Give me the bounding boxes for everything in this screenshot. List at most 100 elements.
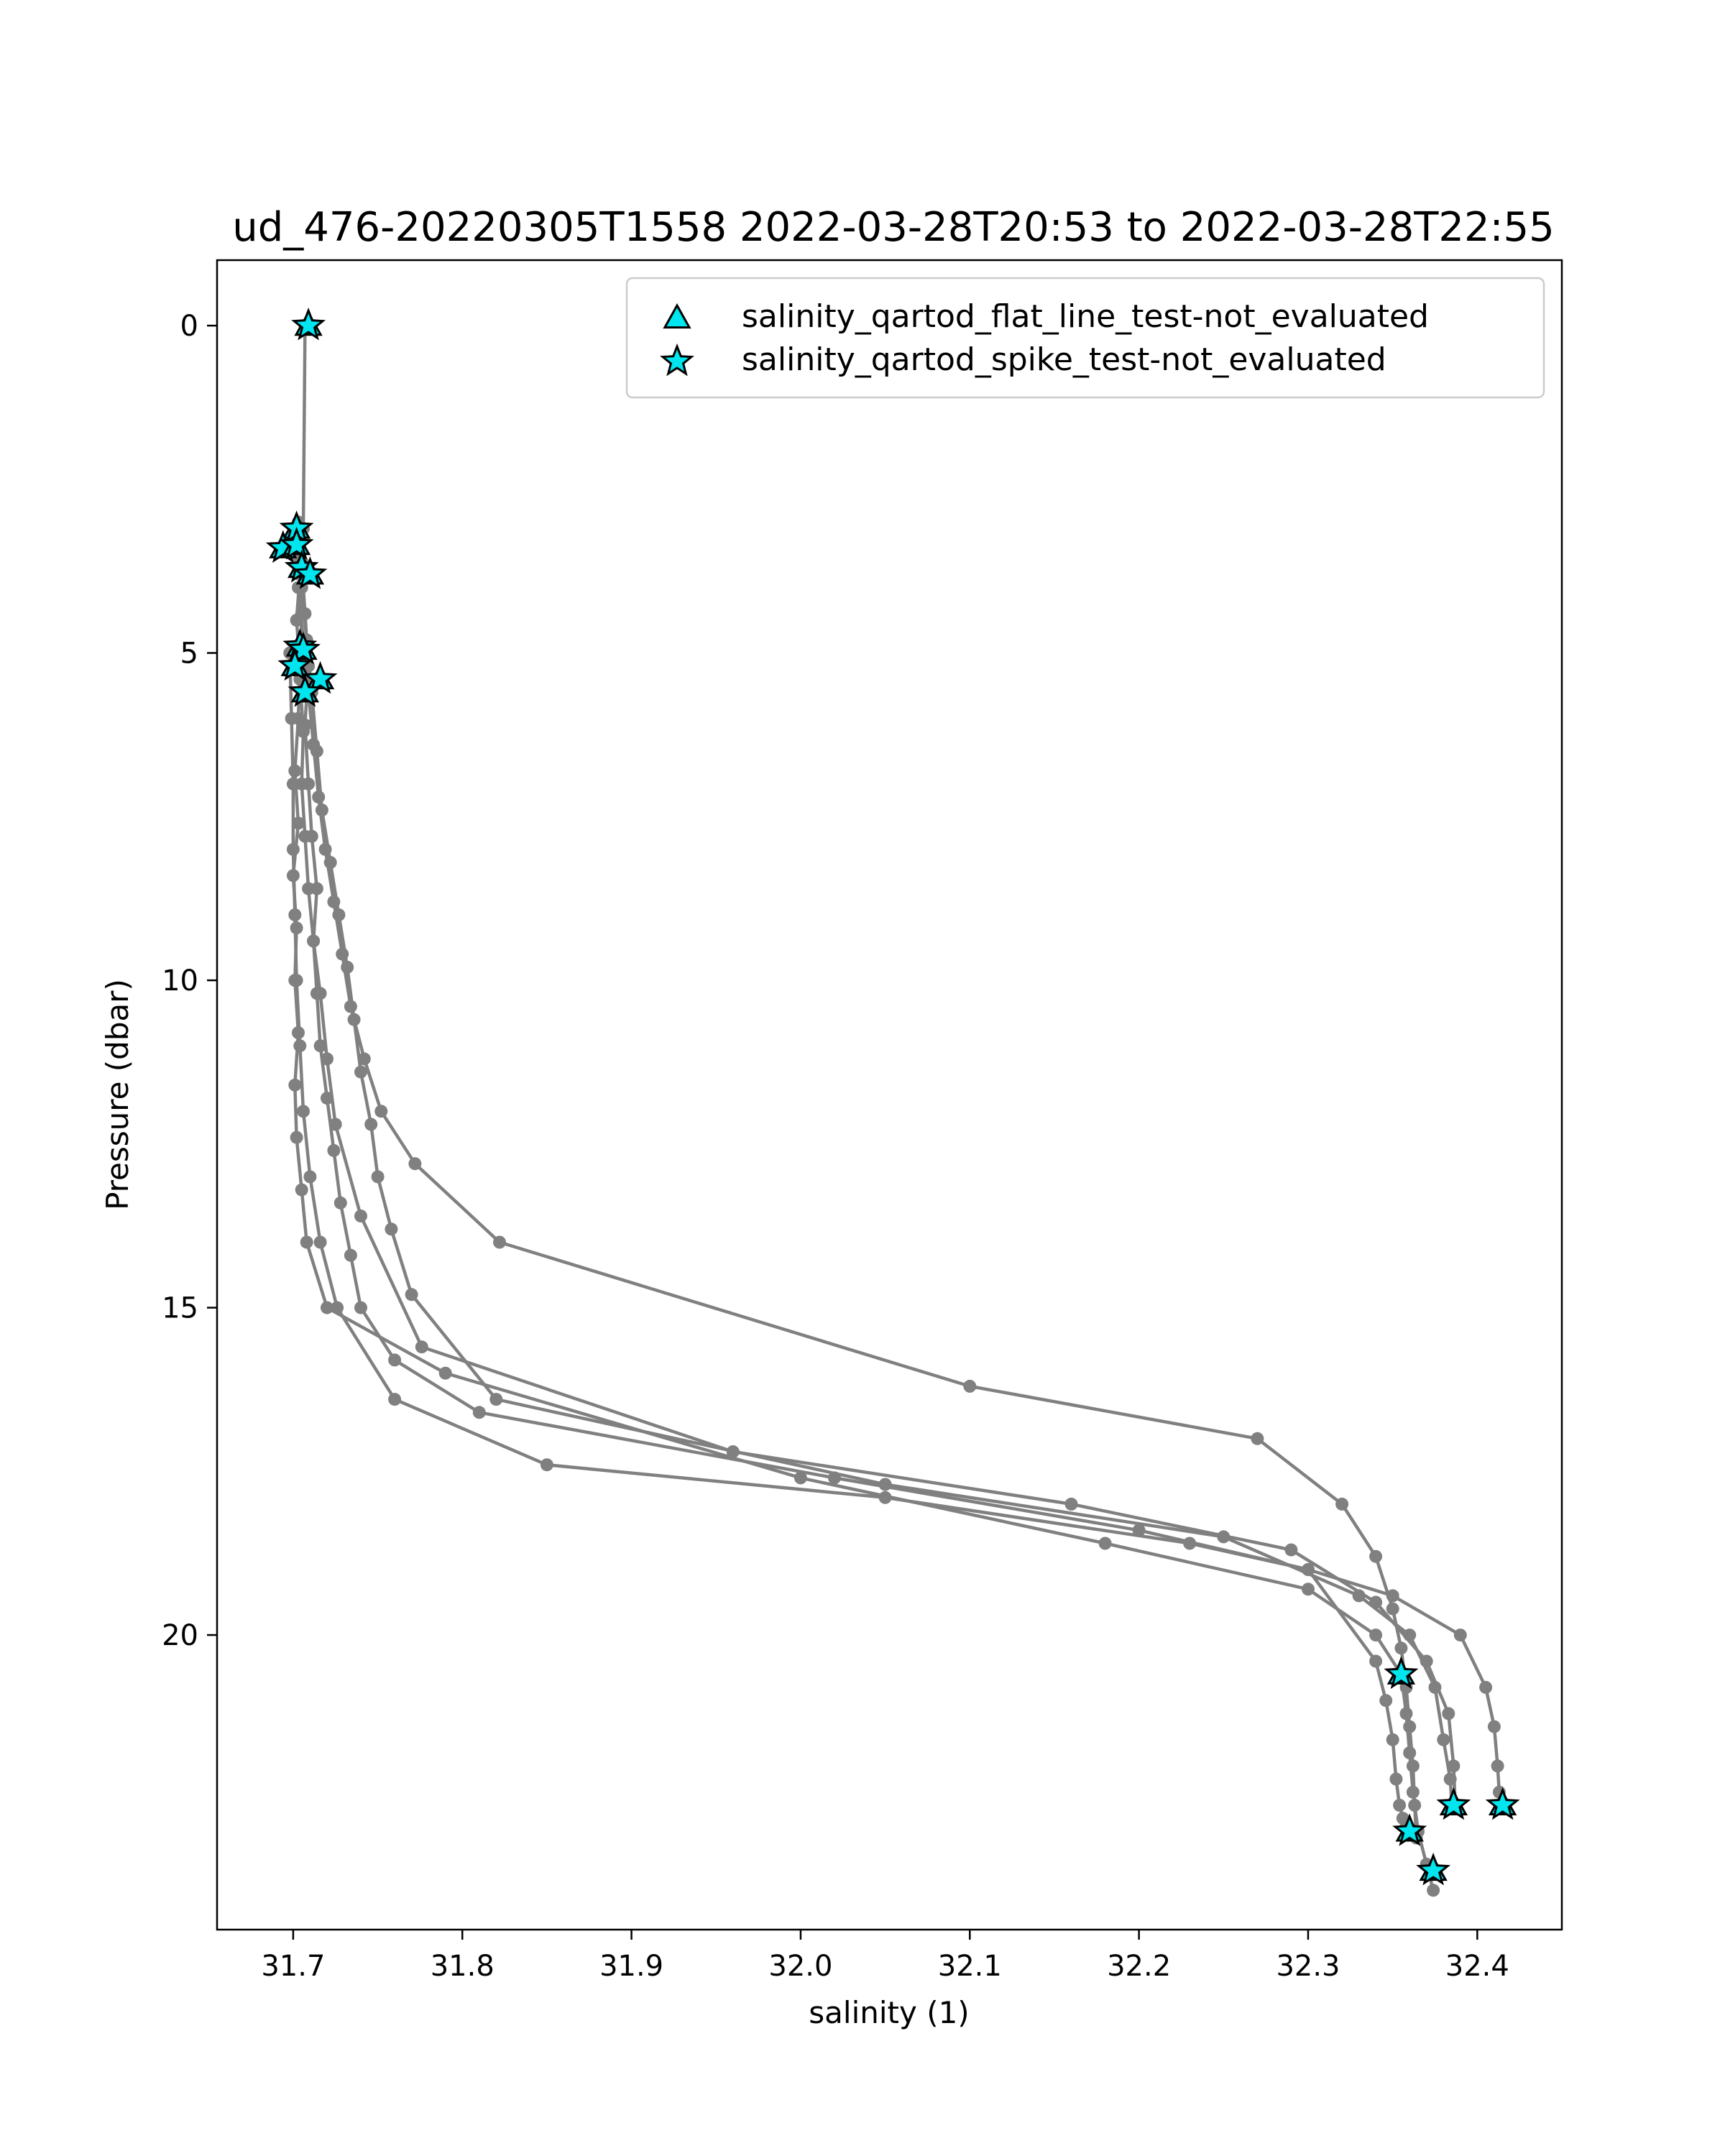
profile-point — [1335, 1497, 1349, 1511]
profile-point — [354, 1065, 367, 1079]
profile-point — [288, 908, 302, 921]
profile-point — [331, 1301, 344, 1314]
profile-point — [290, 1130, 303, 1144]
plot-area — [265, 307, 1520, 1897]
profile-point — [1132, 1524, 1146, 1537]
profile-point — [1386, 1733, 1399, 1746]
profile-point — [313, 1039, 327, 1053]
spike-flag-marker — [291, 307, 326, 341]
profile-point — [1098, 1537, 1112, 1550]
profile-point — [472, 1406, 486, 1419]
profile-point — [286, 777, 300, 791]
profile-point — [285, 711, 298, 725]
profile-point — [385, 1222, 398, 1236]
profile-point — [1491, 1759, 1504, 1773]
profile-point — [354, 1210, 367, 1222]
profile-point — [290, 974, 303, 987]
y-axis-label: Pressure (dbar) — [100, 979, 135, 1210]
profile-point — [1393, 1798, 1407, 1812]
profile-point — [1284, 1543, 1298, 1557]
profile-point — [408, 1157, 422, 1171]
x-tick-label: 32.2 — [1107, 1950, 1171, 1983]
profile-point — [1408, 1798, 1422, 1812]
profile-point — [336, 947, 349, 961]
legend: salinity_qartod_flat_line_test-not_evalu… — [625, 277, 1545, 399]
profile-point — [321, 1301, 334, 1314]
profile-point — [388, 1353, 402, 1367]
legend-label-flat-line-test: salinity_qartod_flat_line_test-not_evalu… — [742, 298, 1429, 335]
profile-point — [310, 882, 323, 895]
profile-point — [540, 1458, 553, 1472]
profile-point — [334, 1196, 347, 1210]
profile-point — [1427, 1884, 1440, 1897]
profile-point — [302, 777, 316, 791]
profile-point — [327, 1143, 341, 1157]
profile-point — [298, 607, 312, 620]
profile-point — [1406, 1759, 1420, 1773]
profile-point — [364, 1118, 378, 1131]
profile-point — [293, 1039, 307, 1053]
profile-point — [1369, 1549, 1383, 1563]
x-tick-label: 32.3 — [1276, 1950, 1340, 1983]
y-tick-label: 5 — [180, 637, 198, 671]
profile-point — [286, 842, 300, 856]
x-tick-label: 31.9 — [599, 1950, 663, 1983]
profile-point — [297, 1105, 310, 1118]
profile-point — [1453, 1628, 1467, 1642]
profile-point — [1403, 1720, 1417, 1733]
y-tick-label: 20 — [162, 1619, 198, 1652]
profile-point — [1399, 1707, 1413, 1720]
x-tick-label: 31.7 — [261, 1950, 325, 1983]
profile-point — [1379, 1694, 1393, 1708]
profile-point — [878, 1478, 892, 1491]
profile-point — [1447, 1759, 1460, 1773]
profile-point — [415, 1340, 428, 1354]
profile-point — [1389, 1772, 1403, 1786]
profile-point — [1487, 1720, 1501, 1733]
profile-point — [303, 1170, 317, 1184]
spike-flag-marker — [279, 527, 314, 560]
profile-point — [344, 1248, 357, 1262]
spike-flag-marker — [293, 556, 328, 589]
profile-point — [438, 1366, 452, 1380]
profile-point — [1369, 1628, 1383, 1642]
profile-point — [328, 1118, 342, 1131]
profile-point — [321, 1052, 334, 1066]
spike-flag-marker — [1485, 1787, 1520, 1820]
legend-triangle-icon — [663, 303, 691, 329]
profile-point — [1420, 1654, 1433, 1668]
spike-flag-marker — [1392, 1813, 1427, 1846]
profile-point — [300, 1235, 313, 1249]
profile-point — [374, 1105, 388, 1118]
profile-point — [1251, 1432, 1264, 1445]
profile-point — [1394, 1641, 1408, 1655]
profile-point — [327, 895, 341, 908]
legend-marker-triangle — [663, 303, 691, 329]
profile-point — [288, 1078, 302, 1092]
profile-point — [1403, 1746, 1417, 1759]
profile-point — [354, 1301, 367, 1314]
spike-flag-marker — [1416, 1852, 1451, 1886]
profile-point — [493, 1235, 506, 1249]
profile-point — [1479, 1680, 1493, 1694]
y-tick-label: 10 — [162, 964, 198, 998]
profile-point — [1369, 1654, 1383, 1668]
x-axis-ticks: 31.7 31.8 31.9 32.0 32.1 32.2 32.3 32.4 — [261, 1930, 1509, 1983]
chart-title: ud_476-20220305T1558 2022-03-28T20:53 to… — [232, 204, 1555, 251]
profile-line-5 — [296, 587, 1418, 1838]
spike-flag-marker — [1384, 1656, 1419, 1690]
profile-point — [878, 1491, 892, 1504]
legend-box — [625, 277, 1545, 399]
profile-point — [307, 934, 321, 948]
profile-point — [313, 987, 327, 1000]
profile-point — [1369, 1595, 1383, 1609]
profile-point — [318, 842, 332, 856]
x-tick-label: 32.1 — [938, 1950, 1002, 1983]
profile-point — [344, 1000, 357, 1013]
y-axis-ticks: 0 5 10 15 20 — [162, 310, 217, 1652]
profile-point — [298, 718, 312, 732]
profile-point — [307, 738, 321, 752]
x-tick-label: 32.4 — [1445, 1950, 1509, 1983]
spike-flag-marker — [277, 648, 313, 681]
